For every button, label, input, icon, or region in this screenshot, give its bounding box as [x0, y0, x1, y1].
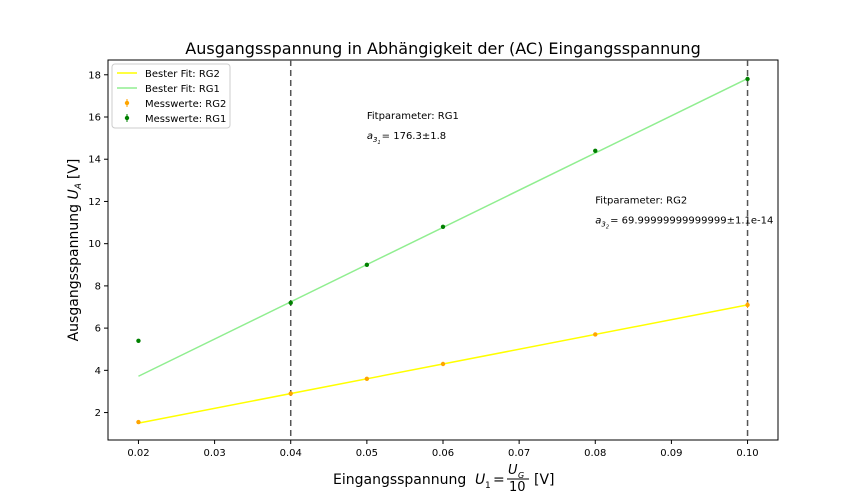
x-tick-label: 0.10 [736, 448, 758, 459]
legend-item-fit-rg2: Bester Fit: RG2 [117, 69, 220, 80]
y-tick-label: 18 [88, 70, 101, 81]
legend-label: Bester Fit: RG1 [145, 84, 220, 95]
x-axis-label-frac-num: U [508, 463, 518, 478]
x-tick-label: 0.09 [660, 448, 682, 459]
y-tick-label: 10 [88, 239, 101, 250]
legend-item-meas-rg1: Messwerte: RG1 [124, 114, 226, 125]
chart-title: Ausgangsspannung in Abhängigkeit der (AC… [185, 39, 700, 58]
data-point [288, 391, 293, 396]
annotation-value: a32= 69.99999999999999±1.1e-14 [595, 215, 773, 230]
data-point [440, 361, 446, 367]
reference-lines [289, 60, 749, 440]
data-point [745, 302, 750, 308]
y-tick-label: 8 [95, 281, 101, 292]
x-axis-label: Eingangsspannung U 1 = U G 10 [V] [333, 463, 555, 495]
y-axis-label-unit: [V] [66, 159, 82, 180]
x-axis-label-unit: [V] [534, 472, 555, 488]
data-point [364, 376, 370, 381]
annotation-title: Fitparameter: RG1 [367, 111, 459, 122]
y-axis-label-var-sub: A [74, 183, 84, 190]
legend-label: Bester Fit: RG2 [145, 69, 220, 80]
y-tick-label: 6 [95, 324, 101, 335]
legend-label: Messwerte: RG2 [145, 99, 226, 110]
x-tick-label: 0.05 [356, 448, 378, 459]
x-axis-label-var-sub: 1 [485, 481, 491, 491]
data-point [593, 148, 598, 153]
x-axis-label-var: U [475, 472, 485, 488]
y-axis-label-prefix: Ausgangsspannung [66, 204, 82, 341]
x-axis-label-frac-num-sub: G [518, 471, 524, 480]
y-axis-label-var: U [66, 189, 82, 199]
x-tick-label: 0.07 [508, 448, 530, 459]
x-tick-label: 0.04 [280, 448, 302, 459]
data-point [136, 419, 141, 425]
data-point [593, 332, 598, 337]
legend-label: Messwerte: RG1 [145, 114, 226, 125]
fit-annotation-1: Fitparameter: RG2 a32= 69.99999999999999±… [595, 195, 773, 230]
y-axis-label: Ausgangsspannung UA [V] [66, 159, 84, 342]
y-tick-label: 2 [95, 408, 101, 419]
x-axis-label-equals: = [493, 472, 505, 488]
x-tick-label: 0.08 [584, 448, 606, 459]
x-tick-label: 0.03 [203, 448, 225, 459]
svg-text:Ausgangsspannung UA[V]: Ausgangsspannung UA [V] [66, 159, 84, 342]
data-point [745, 76, 750, 82]
data-point [364, 262, 370, 267]
legend-item-fit-rg1: Bester Fit: RG1 [117, 84, 220, 95]
fit-annotation-0: Fitparameter: RG1 a31= 176.3±1.8 [367, 111, 459, 146]
legend: Bester Fit: RG2 Bester Fit: RG1 Messwert… [111, 63, 231, 129]
data-point [136, 338, 141, 343]
x-tick-label: 0.06 [432, 448, 454, 459]
x-tick-label: 0.02 [127, 448, 149, 459]
x-axis-label-prefix: Eingangsspannung [333, 472, 466, 488]
y-tick-label: 4 [95, 366, 101, 377]
annotation-title: Fitparameter: RG2 [595, 195, 687, 206]
x-axis-ticks: 0.02 0.03 0.04 0.05 0.06 0.07 0.08 0.09 0.10 [127, 440, 759, 459]
data-points [136, 76, 750, 425]
y-tick-label: 16 [88, 113, 101, 124]
y-tick-label: 12 [88, 197, 101, 208]
data-point [288, 300, 293, 305]
legend-marker [124, 100, 130, 106]
y-tick-label: 14 [88, 155, 101, 166]
annotation-value: a31= 176.3±1.8 [367, 131, 446, 146]
legend-item-meas-rg2: Messwerte: RG2 [124, 99, 226, 110]
data-point [440, 224, 446, 229]
y-axis-ticks: 2 4 6 8 10 12 14 16 18 [88, 70, 108, 419]
legend-marker [124, 115, 130, 121]
legend-frame [111, 63, 231, 129]
x-axis-label-frac-den: 10 [509, 480, 526, 495]
